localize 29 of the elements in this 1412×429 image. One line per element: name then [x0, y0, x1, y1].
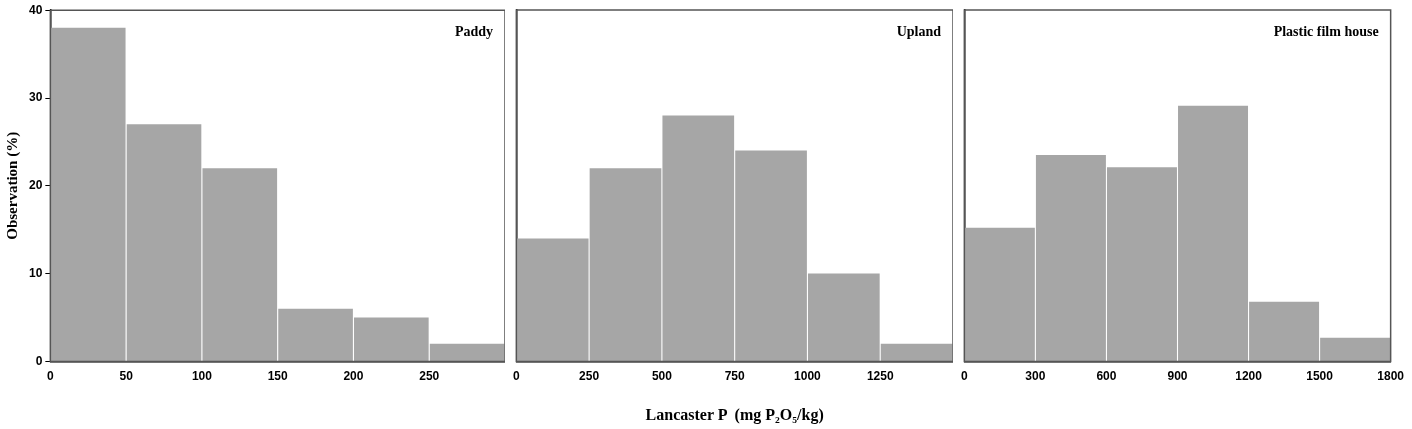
x-tick-label: 250: [419, 368, 440, 383]
x-tick-label: 0: [47, 368, 54, 383]
y-tick-label: 20: [28, 178, 43, 193]
y-tick-label: 40: [28, 2, 43, 17]
x-tick-label: 250: [579, 368, 600, 383]
x-tick-label: 1250: [866, 368, 894, 383]
x-axis-title: Lancaster P (mg P₂O₅/kg): [645, 405, 824, 424]
y-tick-label: 10: [28, 265, 43, 280]
text: Plastic film house: [1273, 23, 1379, 39]
y-tick-label: 30: [28, 90, 43, 105]
x-tick-label: 50: [119, 368, 134, 383]
x-tick-label: 750: [724, 368, 745, 383]
y-axis-title: Observation (%): [3, 131, 21, 240]
x-tick-label: 500: [651, 368, 673, 383]
text: Paddy: [454, 23, 493, 39]
x-tick-label: 150: [267, 368, 289, 383]
y-tick-label: 0: [35, 353, 43, 368]
x-tick-label: 300: [1025, 368, 1046, 383]
x-tick-label: 1200: [1235, 368, 1263, 383]
x-tick-label: 0: [960, 368, 968, 383]
x-tick-label: 900: [1167, 368, 1188, 383]
x-tick-label: 100: [191, 368, 213, 383]
x-tick-label: 200: [343, 368, 364, 383]
x-tick-label: 1800: [1377, 368, 1405, 383]
x-tick-label: 1500: [1306, 368, 1334, 383]
x-tick-label: 1000: [794, 368, 822, 383]
text: Upland: [896, 23, 942, 39]
x-tick-label: 600: [1096, 368, 1117, 383]
x-tick-label: 0: [512, 368, 520, 383]
